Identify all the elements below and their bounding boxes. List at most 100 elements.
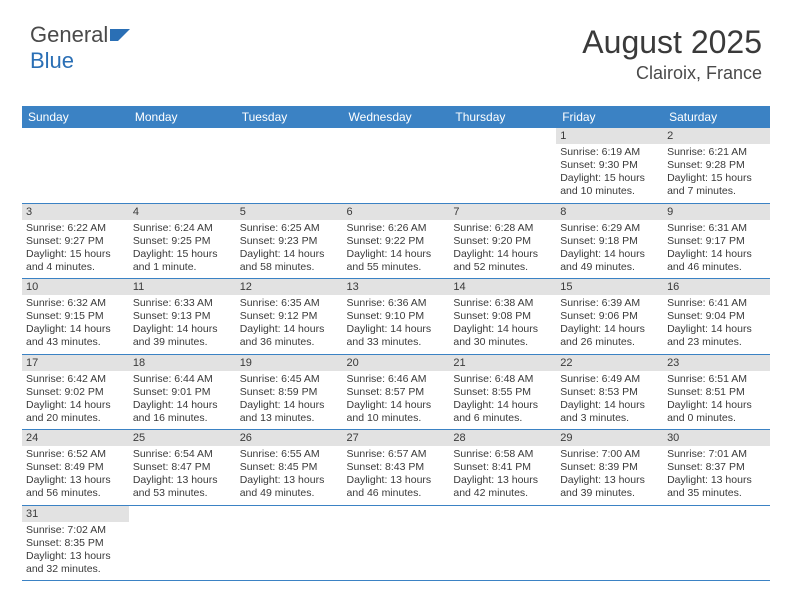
day-line: and 43 minutes. bbox=[26, 336, 125, 349]
day-details: Sunrise: 6:48 AMSunset: 8:55 PMDaylight:… bbox=[449, 371, 556, 430]
calendar-row: 17Sunrise: 6:42 AMSunset: 9:02 PMDayligh… bbox=[22, 354, 770, 430]
day-line: Sunset: 8:59 PM bbox=[240, 386, 339, 399]
day-details: Sunrise: 7:00 AMSunset: 8:39 PMDaylight:… bbox=[556, 446, 663, 505]
calendar-cell: 17Sunrise: 6:42 AMSunset: 9:02 PMDayligh… bbox=[22, 354, 129, 430]
day-details: Sunrise: 6:46 AMSunset: 8:57 PMDaylight:… bbox=[343, 371, 450, 430]
day-line: Sunset: 9:08 PM bbox=[453, 310, 552, 323]
day-line: Daylight: 15 hours bbox=[26, 248, 125, 261]
day-line: Daylight: 15 hours bbox=[560, 172, 659, 185]
day-line: Sunrise: 6:19 AM bbox=[560, 146, 659, 159]
day-details: Sunrise: 6:49 AMSunset: 8:53 PMDaylight:… bbox=[556, 371, 663, 430]
day-number: 21 bbox=[449, 355, 556, 371]
calendar-cell bbox=[236, 505, 343, 581]
calendar-cell bbox=[236, 128, 343, 203]
day-details: Sunrise: 6:25 AMSunset: 9:23 PMDaylight:… bbox=[236, 220, 343, 279]
day-line: Daylight: 14 hours bbox=[133, 399, 232, 412]
day-line: and 53 minutes. bbox=[133, 487, 232, 500]
day-number: 9 bbox=[663, 204, 770, 220]
calendar-cell: 24Sunrise: 6:52 AMSunset: 8:49 PMDayligh… bbox=[22, 430, 129, 506]
day-number: 15 bbox=[556, 279, 663, 295]
day-line: Sunrise: 6:48 AM bbox=[453, 373, 552, 386]
day-details: Sunrise: 7:02 AMSunset: 8:35 PMDaylight:… bbox=[22, 522, 129, 581]
day-line: Sunrise: 7:01 AM bbox=[667, 448, 766, 461]
day-line: and 56 minutes. bbox=[26, 487, 125, 500]
day-line: and 39 minutes. bbox=[133, 336, 232, 349]
day-line: Sunrise: 6:22 AM bbox=[26, 222, 125, 235]
day-line: Daylight: 14 hours bbox=[26, 323, 125, 336]
day-line: and 6 minutes. bbox=[453, 412, 552, 425]
day-line: Sunrise: 6:29 AM bbox=[560, 222, 659, 235]
day-line: Sunset: 9:18 PM bbox=[560, 235, 659, 248]
day-line: Daylight: 15 hours bbox=[133, 248, 232, 261]
logo-text-2: Blue bbox=[30, 48, 74, 73]
day-line: Sunset: 9:17 PM bbox=[667, 235, 766, 248]
day-line: Sunset: 9:28 PM bbox=[667, 159, 766, 172]
day-number: 10 bbox=[22, 279, 129, 295]
day-line: Daylight: 14 hours bbox=[667, 248, 766, 261]
calendar-row: 10Sunrise: 6:32 AMSunset: 9:15 PMDayligh… bbox=[22, 279, 770, 355]
calendar-cell: 16Sunrise: 6:41 AMSunset: 9:04 PMDayligh… bbox=[663, 279, 770, 355]
day-line: Sunrise: 6:36 AM bbox=[347, 297, 446, 310]
day-details: Sunrise: 6:57 AMSunset: 8:43 PMDaylight:… bbox=[343, 446, 450, 505]
day-number: 22 bbox=[556, 355, 663, 371]
day-line: Sunrise: 6:57 AM bbox=[347, 448, 446, 461]
calendar-table: SundayMondayTuesdayWednesdayThursdayFrid… bbox=[22, 106, 770, 581]
day-number: 24 bbox=[22, 430, 129, 446]
day-line: Sunset: 8:47 PM bbox=[133, 461, 232, 474]
calendar-cell: 10Sunrise: 6:32 AMSunset: 9:15 PMDayligh… bbox=[22, 279, 129, 355]
day-line: Sunset: 9:23 PM bbox=[240, 235, 339, 248]
calendar-cell bbox=[343, 128, 450, 203]
calendar-cell: 22Sunrise: 6:49 AMSunset: 8:53 PMDayligh… bbox=[556, 354, 663, 430]
day-details: Sunrise: 6:41 AMSunset: 9:04 PMDaylight:… bbox=[663, 295, 770, 354]
day-number: 26 bbox=[236, 430, 343, 446]
day-number: 2 bbox=[663, 128, 770, 144]
day-number: 3 bbox=[22, 204, 129, 220]
day-line: Sunrise: 6:44 AM bbox=[133, 373, 232, 386]
calendar-cell: 21Sunrise: 6:48 AMSunset: 8:55 PMDayligh… bbox=[449, 354, 556, 430]
day-line: Sunrise: 6:31 AM bbox=[667, 222, 766, 235]
day-line: Daylight: 13 hours bbox=[667, 474, 766, 487]
day-details: Sunrise: 6:32 AMSunset: 9:15 PMDaylight:… bbox=[22, 295, 129, 354]
day-line: Sunrise: 6:25 AM bbox=[240, 222, 339, 235]
header: August 2025 Clairoix, France bbox=[582, 24, 762, 84]
day-details: Sunrise: 6:39 AMSunset: 9:06 PMDaylight:… bbox=[556, 295, 663, 354]
day-line: and 23 minutes. bbox=[667, 336, 766, 349]
day-line: and 3 minutes. bbox=[560, 412, 659, 425]
day-number: 23 bbox=[663, 355, 770, 371]
calendar-row: 1Sunrise: 6:19 AMSunset: 9:30 PMDaylight… bbox=[22, 128, 770, 203]
day-line: Sunset: 9:27 PM bbox=[26, 235, 125, 248]
calendar-cell: 19Sunrise: 6:45 AMSunset: 8:59 PMDayligh… bbox=[236, 354, 343, 430]
day-line: Sunset: 8:39 PM bbox=[560, 461, 659, 474]
day-line: Sunset: 9:10 PM bbox=[347, 310, 446, 323]
calendar-cell: 18Sunrise: 6:44 AMSunset: 9:01 PMDayligh… bbox=[129, 354, 236, 430]
day-details: Sunrise: 6:55 AMSunset: 8:45 PMDaylight:… bbox=[236, 446, 343, 505]
day-line: and 26 minutes. bbox=[560, 336, 659, 349]
day-line: Sunrise: 6:42 AM bbox=[26, 373, 125, 386]
day-line: Daylight: 14 hours bbox=[453, 323, 552, 336]
day-number: 4 bbox=[129, 204, 236, 220]
day-number: 14 bbox=[449, 279, 556, 295]
day-line: Sunset: 9:22 PM bbox=[347, 235, 446, 248]
day-number: 27 bbox=[343, 430, 450, 446]
day-line: Daylight: 15 hours bbox=[667, 172, 766, 185]
calendar-cell: 7Sunrise: 6:28 AMSunset: 9:20 PMDaylight… bbox=[449, 203, 556, 279]
day-line: and 32 minutes. bbox=[26, 563, 125, 576]
day-details: Sunrise: 6:44 AMSunset: 9:01 PMDaylight:… bbox=[129, 371, 236, 430]
logo-text-1: General bbox=[30, 22, 108, 47]
calendar-cell: 13Sunrise: 6:36 AMSunset: 9:10 PMDayligh… bbox=[343, 279, 450, 355]
day-line: Sunrise: 7:00 AM bbox=[560, 448, 659, 461]
day-number: 18 bbox=[129, 355, 236, 371]
day-line: and 4 minutes. bbox=[26, 261, 125, 274]
day-line: Sunset: 8:41 PM bbox=[453, 461, 552, 474]
day-line: Sunset: 9:12 PM bbox=[240, 310, 339, 323]
day-number: 19 bbox=[236, 355, 343, 371]
calendar-cell: 26Sunrise: 6:55 AMSunset: 8:45 PMDayligh… bbox=[236, 430, 343, 506]
day-line: Sunrise: 6:24 AM bbox=[133, 222, 232, 235]
day-line: Sunset: 8:57 PM bbox=[347, 386, 446, 399]
day-line: Sunrise: 6:21 AM bbox=[667, 146, 766, 159]
day-header: Monday bbox=[129, 106, 236, 128]
calendar-cell bbox=[663, 505, 770, 581]
calendar-cell: 12Sunrise: 6:35 AMSunset: 9:12 PMDayligh… bbox=[236, 279, 343, 355]
day-line: and 39 minutes. bbox=[560, 487, 659, 500]
day-details: Sunrise: 6:24 AMSunset: 9:25 PMDaylight:… bbox=[129, 220, 236, 279]
